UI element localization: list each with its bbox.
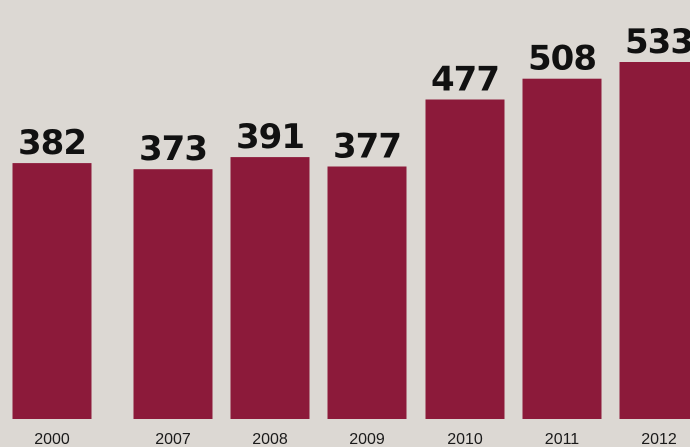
bars-group — [12, 62, 690, 419]
value-label-2000: 382 — [18, 123, 86, 163]
bar-2000 — [12, 163, 92, 419]
bar-2008 — [230, 157, 310, 419]
x-tick-label-2007: 2007 — [155, 431, 191, 447]
value-label-2009: 377 — [333, 127, 401, 167]
bar-2007 — [133, 169, 213, 419]
value-labels-group: 382 373 391 377 477 508 533 — [18, 22, 690, 169]
x-tick-label-2010: 2010 — [447, 431, 483, 447]
value-label-2011: 508 — [528, 39, 596, 79]
bar-2009 — [327, 166, 407, 419]
value-label-2007: 373 — [139, 129, 207, 169]
x-tick-label-2009: 2009 — [349, 431, 385, 447]
x-tick-labels-group: 2000 2007 2008 2009 2010 2011 2012 — [34, 431, 677, 447]
x-tick-label-2000: 2000 — [34, 431, 70, 447]
x-tick-label-2011: 2011 — [545, 431, 580, 447]
value-label-2008: 391 — [236, 117, 304, 157]
bar-2011 — [522, 78, 602, 419]
x-tick-label-2008: 2008 — [252, 431, 288, 447]
bar-2012 — [619, 62, 690, 419]
x-tick-label-2012: 2012 — [641, 431, 677, 447]
bar-2010 — [425, 99, 505, 419]
value-label-2012: 533 — [625, 22, 690, 62]
value-label-2010: 477 — [431, 60, 499, 100]
